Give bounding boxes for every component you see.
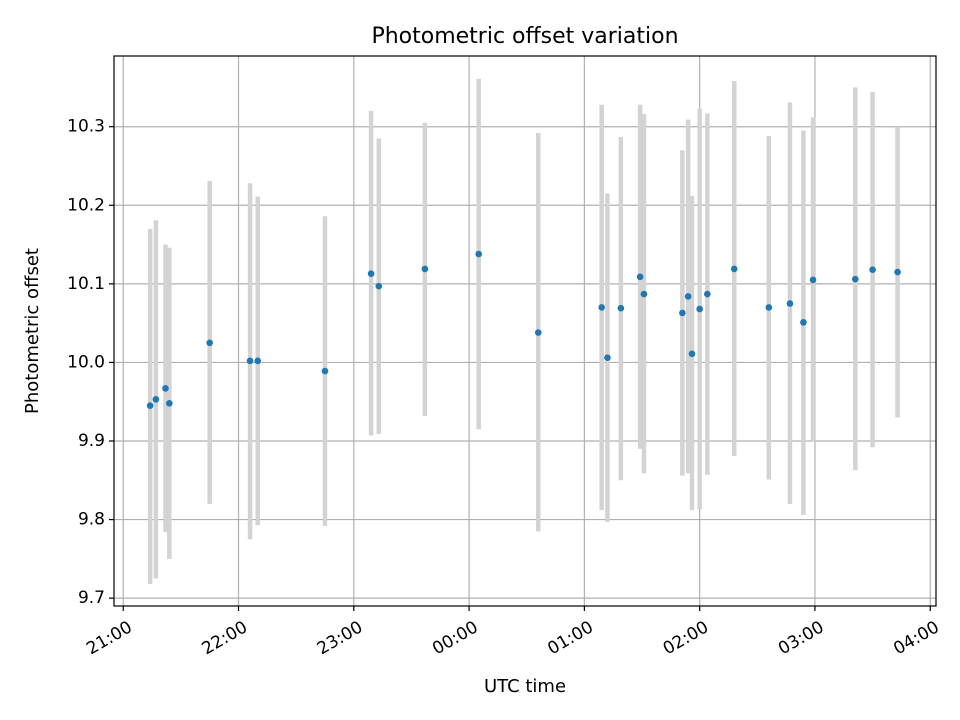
- data-point: [800, 319, 807, 326]
- data-point: [786, 300, 794, 307]
- grid: [114, 56, 936, 606]
- data-point: [254, 357, 262, 365]
- plot-frame: [113, 55, 937, 607]
- data-point: [598, 304, 605, 311]
- chart-title: Photometric offset variation: [371, 24, 678, 49]
- data-point: [851, 275, 859, 283]
- x-tick-label: 02:00: [660, 617, 712, 659]
- data-point: [696, 305, 703, 313]
- data-point: [146, 402, 154, 409]
- x-tick-label: 04:00: [890, 617, 942, 659]
- data-point: [704, 290, 711, 298]
- data-point: [869, 266, 876, 274]
- data-point: [640, 290, 648, 298]
- data-point: [321, 367, 329, 375]
- y-tick-label: 9.8: [78, 510, 105, 530]
- data-point: [809, 276, 817, 284]
- x-axis-ticks: 21:00 22:00 23:00 00:00 01:00 02:00 03:00 04:00: [83, 606, 943, 659]
- data-points: [146, 250, 901, 409]
- data-point: [162, 385, 169, 392]
- data-point: [688, 350, 696, 358]
- data-point: [684, 293, 692, 300]
- data-point: [894, 268, 901, 276]
- data-point: [636, 273, 644, 281]
- data-point: [534, 329, 542, 336]
- x-tick-label: 01:00: [544, 617, 596, 659]
- data-point: [367, 270, 375, 277]
- x-tick-label: 22:00: [199, 617, 251, 659]
- data-point: [765, 304, 773, 311]
- data-point: [604, 354, 611, 362]
- data-point: [152, 396, 160, 403]
- y-tick-label: 9.7: [78, 588, 105, 608]
- y-tick-label: 9.9: [78, 431, 105, 451]
- x-tick-label: 00:00: [429, 617, 481, 659]
- x-tick-label: 23:00: [314, 617, 366, 659]
- y-tick-label: 10.1: [67, 274, 105, 294]
- data-point: [421, 265, 429, 273]
- data-point: [206, 339, 213, 347]
- data-point: [679, 309, 686, 317]
- y-axis-label: Photometric offset: [22, 248, 43, 414]
- x-tick-label: 03:00: [775, 617, 827, 659]
- y-tick-label: 10.2: [67, 195, 105, 215]
- data-point: [617, 304, 625, 312]
- data-point: [475, 250, 482, 258]
- x-axis-label: UTC time: [484, 676, 566, 697]
- y-axis-ticks: 9.7 9.8 9.9 10.0 10.1 10.2 10.3: [67, 117, 114, 608]
- data-point: [166, 399, 173, 407]
- y-tick-label: 10.0: [67, 352, 105, 372]
- data-point: [730, 265, 738, 273]
- data-point: [246, 357, 254, 365]
- y-tick-label: 10.3: [67, 117, 105, 137]
- data-point: [375, 282, 383, 290]
- x-tick-label: 21:00: [83, 617, 135, 659]
